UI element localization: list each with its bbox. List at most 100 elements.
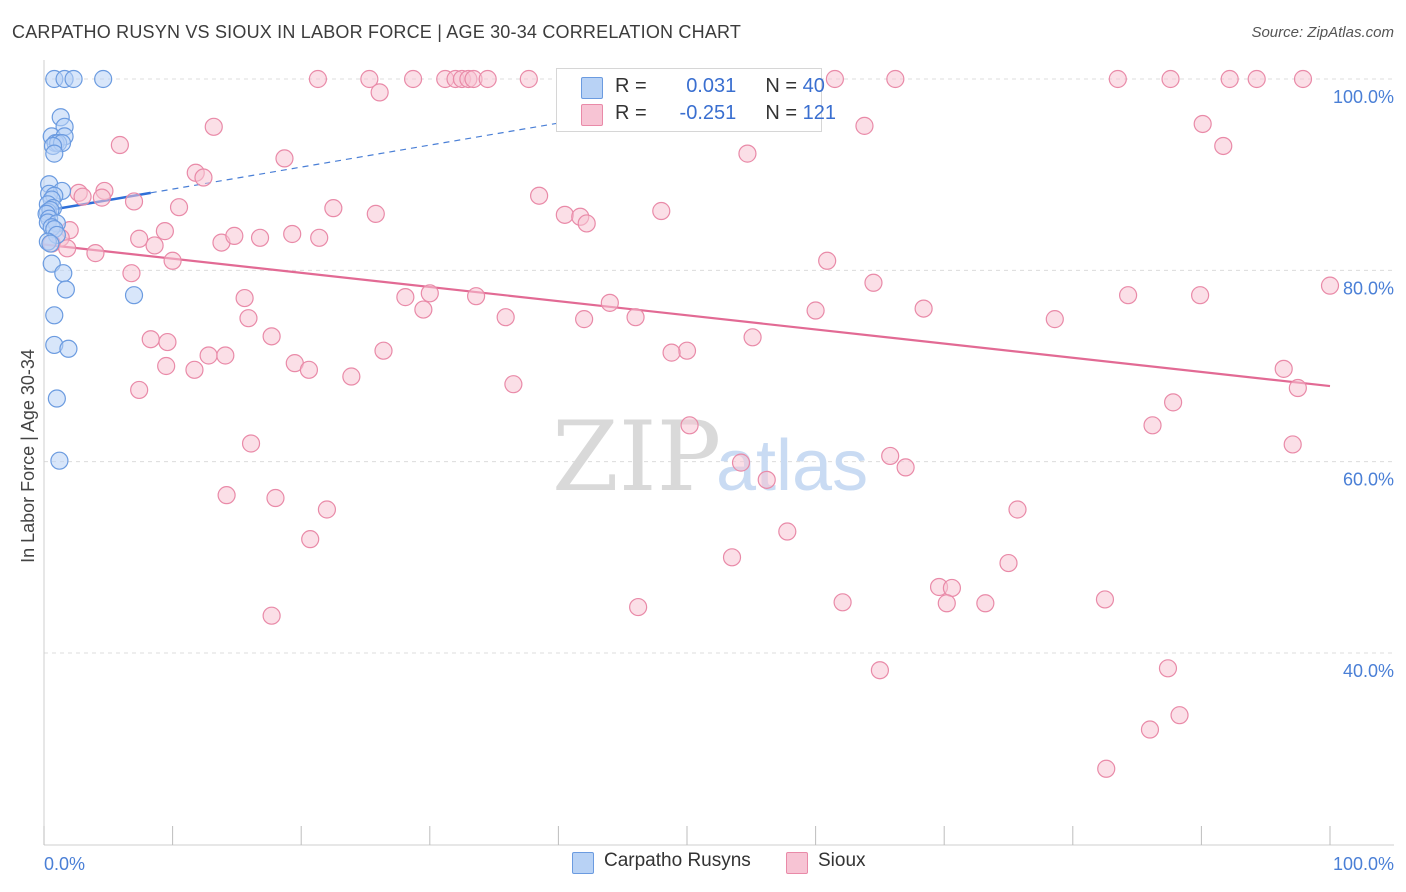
data-point (360, 69, 379, 89)
data-point (45, 144, 64, 163)
data-point (204, 117, 223, 136)
data-point (1140, 720, 1160, 739)
data-point (216, 346, 235, 365)
data-point (662, 343, 681, 362)
data-point (530, 186, 549, 205)
data-point (262, 327, 281, 346)
data-point (414, 300, 433, 319)
data-point (420, 284, 439, 303)
data-points (37, 69, 1340, 778)
series-carpatho-rusyns (37, 69, 144, 470)
data-point (914, 299, 933, 318)
legend-r-label: R = (615, 102, 647, 124)
data-point (1170, 706, 1189, 725)
data-point (266, 488, 285, 508)
data-point (86, 244, 105, 263)
data-point (241, 434, 261, 453)
data-point (886, 69, 905, 89)
data-point (110, 135, 129, 155)
data-point (59, 339, 78, 358)
data-point (722, 548, 742, 567)
data-point (1143, 416, 1162, 435)
data-point (317, 500, 337, 519)
data-point (122, 264, 141, 283)
axis-labels: 40.0% 60.0% 80.0% 100.0% 0.0% 100.0% In Labor … (18, 87, 1394, 874)
data-point (999, 553, 1018, 573)
data-point (855, 116, 874, 135)
data-point (130, 229, 149, 248)
data-point (217, 486, 236, 505)
data-point (652, 201, 671, 221)
data-point (1008, 500, 1027, 519)
chart-title: CARPATHO RUSYN VS SIOUX IN LABOR FORCE |… (12, 22, 742, 42)
data-point (864, 273, 883, 292)
data-point (145, 236, 164, 255)
data-point (806, 301, 825, 320)
legend-r-label: R = (615, 75, 647, 97)
data-point (45, 306, 64, 325)
data-point (677, 341, 697, 360)
data-point (1274, 359, 1293, 378)
data-point (73, 187, 92, 206)
data-point (157, 356, 176, 376)
data-point (310, 228, 329, 247)
data-point (225, 226, 244, 245)
data-point (600, 293, 619, 312)
data-point (626, 308, 645, 327)
data-point (757, 470, 776, 489)
data-point (1293, 69, 1313, 89)
data-point (194, 168, 213, 187)
data-point (731, 453, 751, 472)
data-point (370, 83, 389, 102)
data-point (504, 375, 523, 394)
data-point (185, 360, 204, 379)
data-point (64, 69, 83, 89)
legend-swatch-sioux (581, 104, 603, 126)
x-tick-label: 0.0% (44, 854, 85, 874)
grid-lines (44, 78, 1394, 654)
data-point (275, 149, 294, 168)
data-point (1108, 69, 1127, 89)
data-point (163, 251, 182, 270)
data-point (1247, 69, 1266, 89)
series-sioux (42, 69, 1340, 778)
data-point (342, 367, 361, 386)
data-point (1220, 69, 1239, 89)
data-point (1097, 759, 1116, 778)
data-point (124, 192, 144, 211)
data-point (54, 264, 73, 283)
data-point (1158, 659, 1178, 678)
data-point (324, 199, 343, 218)
y-tick-label: 80.0% (1343, 278, 1394, 298)
legend-n-label: N = (765, 102, 798, 124)
data-point (235, 288, 254, 308)
data-point (1320, 276, 1340, 295)
data-point (833, 593, 852, 612)
data-point (478, 69, 497, 89)
data-point (308, 69, 328, 89)
data-point (575, 310, 594, 329)
y-axis-label: In Labor Force | Age 30-34 (18, 349, 38, 563)
data-point (47, 389, 66, 408)
data-point (250, 228, 270, 247)
bottom-legend-label-sioux: Sioux (818, 850, 866, 871)
y-tick-label: 40.0% (1343, 661, 1394, 681)
bottom-legend-swatch-sioux (786, 852, 808, 874)
data-point (1095, 590, 1115, 609)
data-point (92, 188, 111, 207)
data-point (680, 416, 699, 435)
data-point (50, 451, 69, 470)
data-point (466, 287, 486, 306)
data-point (239, 309, 258, 328)
data-point (896, 458, 915, 477)
data-point (937, 594, 956, 613)
data-point (1193, 114, 1212, 134)
data-point (1045, 310, 1064, 329)
watermark-zip: ZIP (552, 401, 721, 513)
data-point (825, 69, 844, 89)
data-point (283, 224, 302, 244)
data-point (58, 239, 77, 258)
legend-r-value: 0.031 (686, 75, 737, 97)
data-point (366, 204, 385, 223)
